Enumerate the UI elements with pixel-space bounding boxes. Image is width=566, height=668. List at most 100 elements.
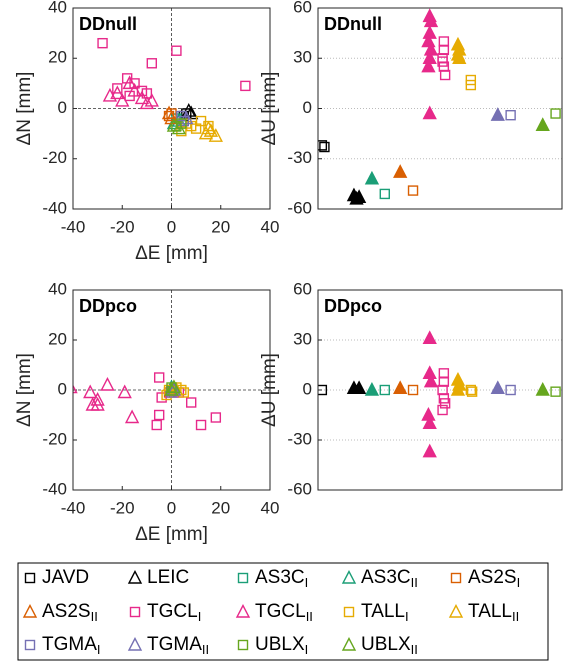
legend-marker (129, 606, 141, 618)
legend-subscript: II (306, 609, 313, 624)
point (112, 83, 123, 94)
legend-label: LEIC (147, 567, 189, 588)
point (465, 79, 477, 91)
legend-label: TALLI (361, 601, 409, 624)
point (421, 58, 436, 73)
legend-subscript: I (97, 642, 101, 657)
legend-subscript: I (305, 575, 309, 590)
y-axis-label: ΔU [mm] (259, 72, 280, 146)
point (490, 107, 505, 121)
x-tick-label: -40 (61, 498, 86, 517)
point (393, 164, 408, 178)
point (90, 396, 105, 411)
point (550, 386, 561, 397)
point (115, 92, 130, 107)
legend-subscript: I (305, 642, 309, 657)
legend-name: AS2S (42, 601, 91, 622)
legend-name: TGCL (255, 601, 306, 622)
legend-subscript: II (202, 642, 209, 657)
x-tick-label: -40 (61, 217, 86, 236)
x-tick-label: -20 (110, 217, 135, 236)
legend-subscript: II (512, 609, 519, 624)
y-tick-label: -30 (287, 148, 312, 167)
legend-name: LEIC (147, 567, 189, 588)
point (439, 69, 451, 81)
y-tick-label: -40 (42, 479, 67, 498)
axes-box (72, 7, 271, 210)
point (351, 189, 367, 203)
point (505, 384, 516, 396)
legend-label: AS3CII (361, 567, 418, 590)
point (437, 404, 448, 416)
legend-name: TGMA (42, 634, 97, 655)
point (97, 37, 108, 49)
point (127, 82, 142, 97)
point (201, 120, 216, 135)
point (161, 105, 177, 120)
point (535, 117, 550, 131)
point (190, 123, 202, 134)
legend-name: AS3C (361, 567, 411, 588)
legend-label: TALLII (468, 601, 519, 624)
legend-label: UBLXII (361, 634, 418, 657)
y-tick-label: 40 (48, 0, 67, 16)
legend-name: JAVD (42, 567, 89, 588)
point (134, 90, 150, 105)
point (124, 409, 140, 424)
point (185, 397, 197, 408)
y-tick-label: -30 (287, 429, 312, 448)
legend-name: UBLX (361, 634, 411, 655)
legend-subscript: I (517, 575, 521, 590)
point (351, 380, 367, 395)
point (450, 381, 466, 396)
point (379, 188, 390, 200)
axes-box (317, 7, 563, 210)
y-axis-label: ΔN [mm] (14, 353, 35, 427)
panel-title: DDnull (324, 14, 382, 34)
x-tick-label: -20 (110, 498, 135, 517)
y-tick-label: -40 (42, 198, 67, 217)
point (422, 330, 437, 345)
x-tick-label: 0 (167, 498, 176, 517)
y-tick-label: -60 (287, 479, 312, 498)
point (73, 384, 78, 394)
point (110, 85, 125, 100)
point (407, 384, 419, 396)
legend-name: TGCL (147, 601, 198, 622)
y-tick-label: 30 (293, 48, 312, 67)
y-tick-label: 60 (293, 279, 312, 298)
legend-label: TGMAI (42, 634, 101, 657)
legend-name: TGMA (147, 634, 202, 655)
y-tick-label: -20 (42, 148, 67, 167)
legend-label: AS2SII (42, 601, 98, 624)
markers (318, 330, 561, 458)
point (490, 380, 505, 395)
legend-label: UBLXI (255, 634, 308, 657)
y-axis-label: ΔU [mm] (259, 353, 280, 427)
point (203, 123, 219, 137)
point (166, 118, 182, 132)
legend-marker (22, 603, 38, 618)
point (423, 13, 439, 28)
legend-marker (341, 636, 357, 651)
legend-marker (341, 569, 357, 584)
x-tick-label: 20 (211, 498, 230, 517)
panel-title: DDnull (79, 14, 137, 34)
point (139, 95, 155, 110)
x-tick-label: 20 (211, 217, 230, 236)
point (166, 379, 182, 394)
y-tick-label: -60 (287, 198, 312, 217)
point (465, 384, 477, 396)
point (318, 384, 328, 396)
x-tick-label: 40 (261, 217, 280, 236)
point (195, 419, 207, 431)
point (83, 384, 98, 399)
point (171, 120, 187, 135)
point (164, 381, 179, 396)
legend-label: AS2SI (468, 567, 520, 590)
y-axis-label: ΔN [mm] (14, 72, 35, 146)
point (146, 58, 158, 69)
axes-box (72, 289, 271, 491)
point (364, 381, 380, 396)
